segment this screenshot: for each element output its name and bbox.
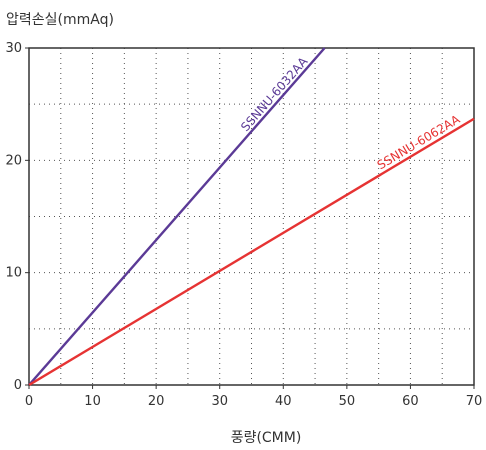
x-axis-title: 풍량(CMM) [231,430,302,446]
x-tick-label: 20 [148,394,165,409]
plot-frame [28,47,475,386]
series-line [28,117,475,387]
grid [29,48,474,385]
x-tick-label: 30 [211,394,228,409]
x-tick-label: 0 [25,394,33,409]
y-axis-title: 압력손실(mmAq) [6,12,114,28]
x-tick-label: 40 [275,394,292,409]
y-tick-label: 30 [5,41,22,56]
series-label: SSNNU-6062AA [375,112,463,172]
y-tick-label: 10 [5,266,22,281]
x-tick-label: 70 [466,394,483,409]
ticks: 0 10 20 30 40 50 60 70 0 10 20 30 [5,41,482,409]
x-tick-label: 10 [84,394,101,409]
x-tick-label: 60 [402,394,419,409]
y-tick-label: 0 [14,378,22,393]
series-line [28,47,326,386]
series-label: SSNNU-6032AA [238,54,311,134]
y-tick-label: 20 [5,153,22,168]
x-tick-label: 50 [339,394,356,409]
